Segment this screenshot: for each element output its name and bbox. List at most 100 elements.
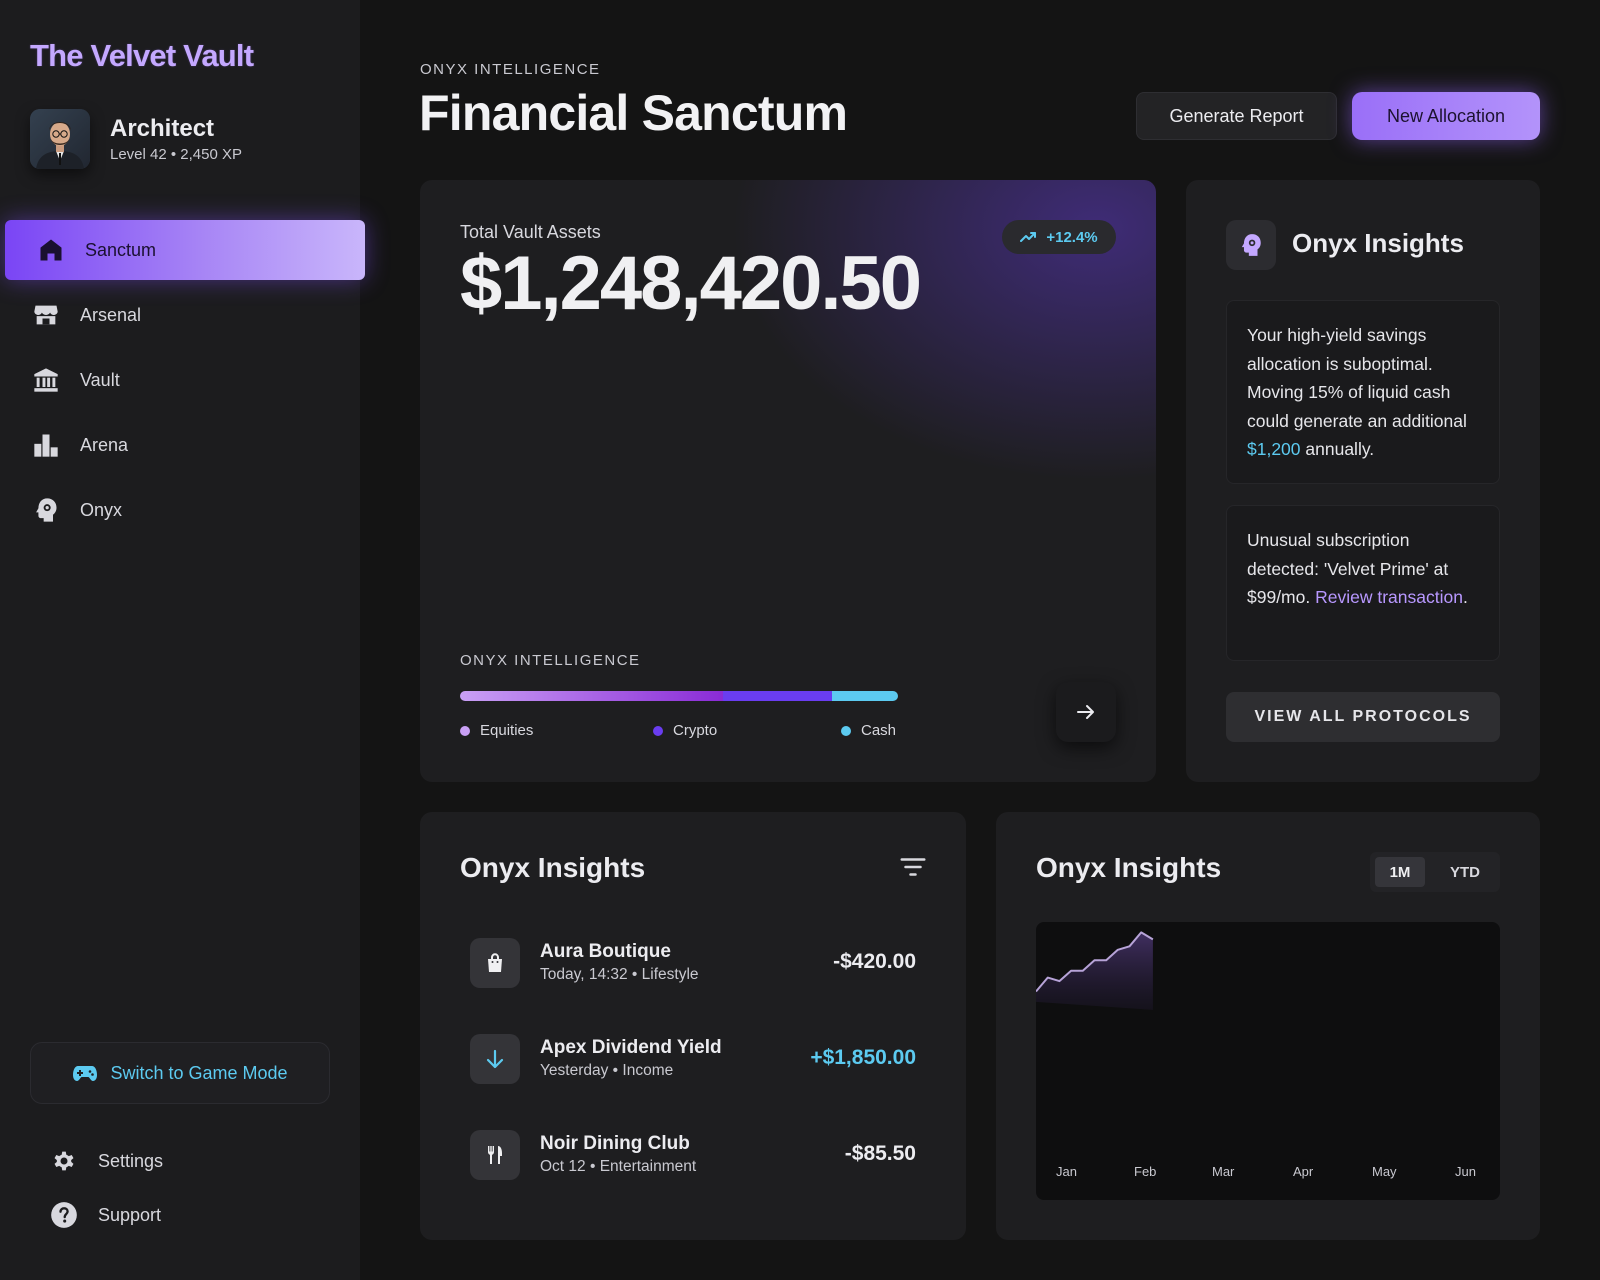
legend-label: Crypto [673,722,718,739]
legend-label: Cash [861,722,897,739]
insight-text: Unusual subscription detected: 'Velvet P… [1247,530,1449,607]
bank-icon [34,368,58,392]
generate-report-button[interactable]: Generate Report [1136,92,1337,140]
support-link[interactable]: Support [50,1201,161,1229]
support-label: Support [98,1204,162,1225]
transaction-icon-badge [470,1034,520,1084]
page-eyebrow: ONYX INTELLIGENCE [420,61,601,78]
allocation-title: ONYX INTELLIGENCE [460,652,641,669]
range-option-ytd[interactable]: YTD [1450,863,1480,881]
nav-item-onyx[interactable]: Onyx [0,480,365,540]
profile-level: Level 42 • 2,450 XP [110,146,243,163]
arrow-right-icon [1077,705,1094,719]
insight-highlight-amount: $1,200 [1247,439,1301,459]
insights-card: Onyx Insights Your high-yield savings al… [1186,180,1540,782]
transaction-row[interactable]: Noir Dining Club Oct 12 • Entertainment … [470,1130,916,1182]
leaderboard-icon [34,434,58,457]
performance-chart-svg [1036,931,1154,1010]
brain-icon [36,498,57,522]
legend-equities: Equities [460,722,533,739]
arrow-down-icon [486,1049,504,1069]
home-icon [40,239,62,261]
allocation-segment-equities [460,691,723,701]
total-assets-value: $1,248,420.50 [460,241,922,326]
nav-item-sanctum[interactable]: Sanctum [5,220,365,280]
nav-label: Vault [80,369,120,390]
transaction-meta: Yesterday • Income [540,1062,674,1079]
avatar-portrait [30,109,90,169]
legend-label: Equities [480,722,534,739]
insight-tip-subscription: Unusual subscription detected: 'Velvet P… [1226,505,1500,661]
legend-crypto: Crypto [653,722,717,739]
insight-text: annually. [1300,439,1375,459]
view-all-protocols-button[interactable]: VIEW ALL PROTOCOLS [1226,692,1500,742]
insight-text: Your high-yield savings allocation is su… [1247,325,1467,431]
transaction-row[interactable]: Aura Boutique Today, 14:32 • Lifestyle -… [470,938,916,990]
insight-tip-savings: Your high-yield savings allocation is su… [1226,300,1500,484]
nav-label: Onyx [80,499,123,520]
transaction-icon-badge [470,1130,520,1180]
allocation-bar [460,691,898,701]
transaction-amount: +$1,850.00 [810,1046,916,1069]
help-icon [51,1202,77,1228]
transaction-meta: Oct 12 • Entertainment [540,1158,697,1175]
transaction-meta: Today, 14:32 • Lifestyle [540,966,699,983]
total-assets-card: Total Vault Assets $1,248,420.50 +12.4% … [420,180,1156,782]
allocation-segment-cash [832,691,898,701]
transaction-name: Apex Dividend Yield [540,1037,722,1058]
transaction-amount: -$85.50 [844,1142,916,1165]
range-toggle: 1M YTD [1370,852,1500,892]
x-tick-label: Feb [1134,1164,1157,1179]
allocation-segment-crypto [722,691,833,701]
switch-game-mode-label: Switch to Game Mode [110,1062,288,1083]
transaction-icon-badge [470,938,520,988]
performance-title: Onyx Insights [1036,852,1222,883]
legend-dot [653,725,663,736]
legend-dot [841,725,851,736]
sidebar: The Velvet Vault [0,0,365,1280]
insights-icon-badge [1226,220,1276,270]
chart-area-fill [1036,932,1153,1010]
settings-link[interactable]: Settings [50,1147,163,1175]
x-tick-label: Jun [1455,1164,1476,1179]
profile-name: Architect [110,115,215,142]
total-assets-label: Total Vault Assets [460,222,601,242]
gear-icon [54,1151,74,1171]
transaction-name: Noir Dining Club [540,1133,690,1154]
nav-item-vault[interactable]: Vault [0,350,365,410]
insights-title: Onyx Insights [1292,228,1464,258]
range-option-1m[interactable]: 1M [1375,857,1425,887]
x-tick-label: Mar [1212,1164,1235,1179]
page-title: Financial Sanctum [419,85,848,141]
x-tick-label: Jan [1056,1164,1077,1179]
new-allocation-button[interactable]: New Allocation [1352,92,1540,140]
x-tick-label: Apr [1293,1164,1314,1179]
profile[interactable]: Architect Level 42 • 2,450 XP [30,109,242,169]
insight-text: . [1462,587,1468,607]
settings-label: Settings [98,1150,164,1171]
nav-item-arsenal[interactable]: Arsenal [0,285,365,345]
brand-logo[interactable]: The Velvet Vault [30,38,254,73]
filter-icon[interactable] [898,852,928,882]
profile-text: Architect Level 42 • 2,450 XP [110,115,242,163]
trend-badge: +12.4% [1002,220,1116,254]
review-transaction-link[interactable]: Review transaction [1315,587,1463,607]
performance-chart: Jan Feb Mar Apr May Jun [1036,922,1500,1200]
nav-item-arena[interactable]: Arena [0,415,365,475]
switch-game-mode-button[interactable]: Switch to Game Mode [30,1042,330,1104]
performance-card: Onyx Insights 1M YTD Jan Feb Mar Apr May… [996,812,1540,1240]
brain-icon [1241,234,1261,256]
legend-dot [460,725,470,736]
storefront-icon [34,305,58,325]
nav-label: Sanctum [85,239,157,260]
transactions-card: Onyx Insights Aura Boutique Today, 14:32… [420,812,966,1240]
nav-label: Arsenal [80,304,142,325]
transaction-row[interactable]: Apex Dividend Yield Yesterday • Income +… [470,1034,916,1086]
shopping-bag-icon [488,953,502,972]
gamepad-icon [73,1066,98,1081]
main-nav: Sanctum Arsenal Vault [0,220,365,545]
assets-details-button[interactable] [1056,682,1116,742]
nav-label: Arena [80,434,129,455]
x-tick-label: May [1372,1164,1397,1179]
avatar[interactable] [30,109,90,169]
